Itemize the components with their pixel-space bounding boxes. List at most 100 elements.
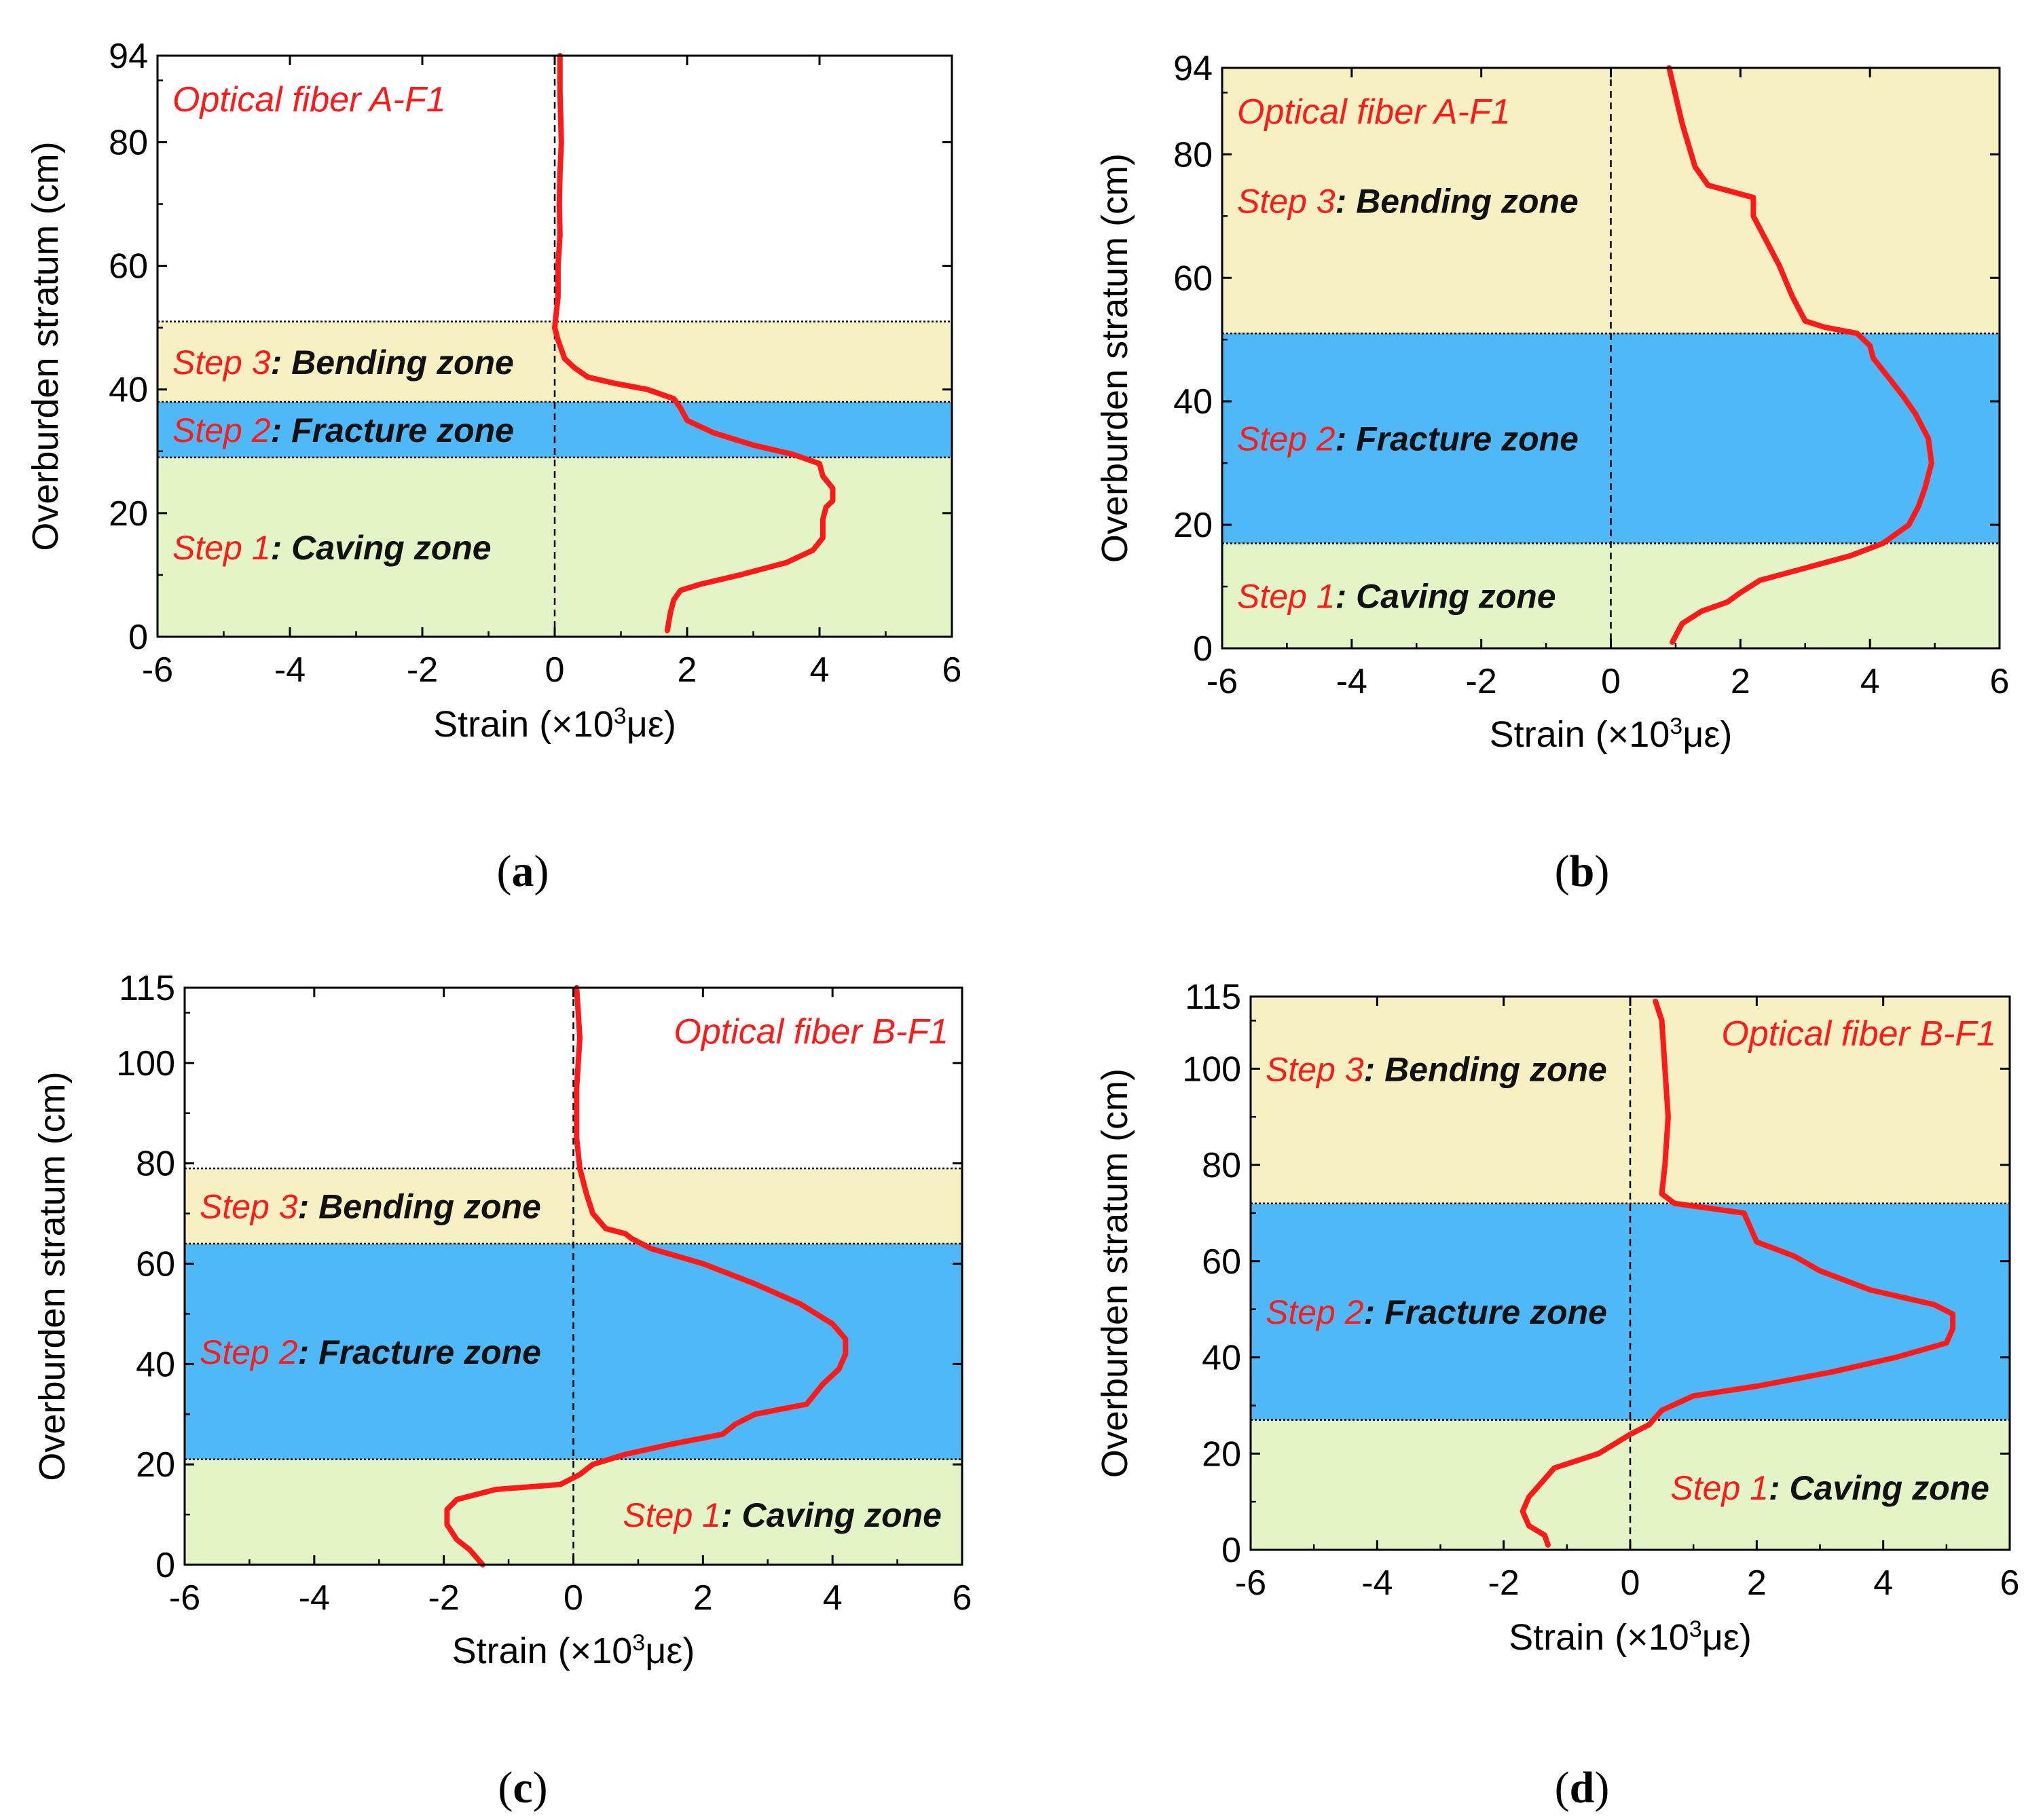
caption-letter: b bbox=[1570, 847, 1595, 896]
zone-name-text: : Fracture zone bbox=[298, 1333, 541, 1371]
x-axis-title-main: Strain (×10 bbox=[452, 1631, 633, 1671]
zone-name-text: : Caving zone bbox=[271, 529, 492, 567]
panel-caption: (c) bbox=[498, 1763, 547, 1813]
fiber-label: Optical fiber B-F1 bbox=[1721, 1014, 1996, 1054]
y-tick-label: 60 bbox=[109, 247, 148, 286]
x-tick-label: -2 bbox=[407, 650, 438, 690]
x-axis-title: Strain (×103με) bbox=[1509, 1616, 1752, 1658]
x-axis-title-main: Strain (×10 bbox=[1490, 714, 1670, 755]
x-tick-label: 0 bbox=[545, 650, 565, 690]
fiber-label: Optical fiber B-F1 bbox=[674, 1012, 949, 1052]
x-tick-label: 6 bbox=[1990, 662, 2010, 701]
y-axis-title: Overburden stratum (cm) bbox=[32, 1071, 73, 1481]
caption-paren-open: ( bbox=[1555, 847, 1570, 896]
x-axis-title-unit: με) bbox=[645, 1631, 695, 1671]
x-axis-title: Strain (×103με) bbox=[1490, 713, 1733, 755]
x-tick-label: -4 bbox=[1336, 662, 1367, 701]
x-tick-label: 0 bbox=[1601, 662, 1621, 701]
caption-paren-close: ) bbox=[1594, 847, 1609, 896]
x-axis-title: Strain (×103με) bbox=[452, 1630, 695, 1671]
zone-band-caving bbox=[1222, 543, 2000, 648]
zone-label-fracture: Step 2: Fracture zone bbox=[200, 1333, 541, 1371]
x-tick-label: 4 bbox=[1860, 662, 1880, 701]
x-tick-label: -2 bbox=[428, 1578, 460, 1618]
x-tick-label: 0 bbox=[564, 1578, 583, 1618]
zone-name-text: : Fracture zone bbox=[271, 411, 514, 449]
caption-paren-close: ) bbox=[534, 847, 549, 896]
zone-band-bending bbox=[1251, 997, 2010, 1204]
zone-name-text: : Caving zone bbox=[1336, 578, 1556, 616]
zone-step-text: Step 3 bbox=[1237, 183, 1336, 221]
zone-label-fracture: Step 2: Fracture zone bbox=[1237, 420, 1579, 458]
y-tick-label: 60 bbox=[136, 1245, 175, 1284]
zone-name-text: : Caving zone bbox=[721, 1496, 942, 1534]
y-tick-label: 40 bbox=[1202, 1339, 1241, 1378]
caption-paren-close: ) bbox=[533, 1763, 548, 1813]
y-tick-label: 115 bbox=[1185, 978, 1241, 1017]
zone-name-text: : Bending zone bbox=[1364, 1050, 1607, 1088]
y-tick-label: 0 bbox=[155, 1546, 175, 1585]
x-tick-label: -6 bbox=[142, 650, 173, 690]
x-axis-title: Strain (×103με) bbox=[433, 703, 676, 745]
x-axis-title-unit: με) bbox=[1682, 714, 1732, 755]
x-tick-label: 6 bbox=[953, 1578, 972, 1618]
caption-letter: c bbox=[513, 1763, 532, 1813]
zone-name-text: : Bending zone bbox=[1336, 183, 1579, 221]
x-tick-label: -6 bbox=[1235, 1563, 1266, 1603]
caption-paren-open: ( bbox=[1555, 1763, 1570, 1813]
x-tick-label: -6 bbox=[169, 1578, 200, 1618]
y-tick-label: 80 bbox=[1202, 1146, 1241, 1185]
x-tick-label: -4 bbox=[1361, 1563, 1393, 1603]
y-tick-label: 40 bbox=[136, 1345, 175, 1384]
zone-name-text: : Caving zone bbox=[1769, 1469, 1989, 1507]
zone-step-text: Step 2 bbox=[1237, 420, 1336, 458]
y-tick-label: 40 bbox=[1173, 382, 1213, 422]
y-axis-title: Overburden stratum (cm) bbox=[1094, 153, 1135, 563]
x-axis-title-main: Strain (×10 bbox=[1509, 1617, 1689, 1658]
x-tick-label: 4 bbox=[823, 1578, 843, 1618]
x-axis-title-superscript: 3 bbox=[632, 1630, 645, 1656]
x-axis-title-superscript: 3 bbox=[1689, 1616, 1702, 1642]
y-tick-label: 115 bbox=[119, 969, 175, 1008]
y-tick-label: 0 bbox=[1193, 629, 1213, 669]
x-tick-label: -2 bbox=[1466, 662, 1497, 701]
y-tick-label: 20 bbox=[109, 494, 148, 534]
y-tick-label: 100 bbox=[1182, 1050, 1241, 1089]
zone-label-bending: Step 3: Bending zone bbox=[1266, 1050, 1607, 1088]
y-axis-title: Overburden stratum (cm) bbox=[25, 141, 66, 551]
strain-curve bbox=[1520, 999, 1956, 1548]
x-axis-title-superscript: 3 bbox=[614, 703, 627, 729]
y-tick-label: 20 bbox=[1202, 1434, 1241, 1474]
caption-paren-open: ( bbox=[497, 847, 512, 896]
zone-label-caving: Step 1: Caving zone bbox=[172, 529, 492, 567]
x-tick-label: 6 bbox=[2000, 1563, 2020, 1603]
y-tick-label: 0 bbox=[1221, 1531, 1241, 1570]
x-axis-title-unit: με) bbox=[1702, 1617, 1752, 1658]
y-tick-label: 94 bbox=[1173, 49, 1213, 88]
zone-step-text: Step 1 bbox=[623, 1496, 721, 1534]
y-tick-label: 100 bbox=[116, 1044, 175, 1083]
y-tick-label: 40 bbox=[109, 371, 148, 410]
x-tick-label: 2 bbox=[1731, 662, 1750, 701]
y-tick-label: 60 bbox=[1173, 259, 1213, 298]
zone-step-text: Step 1 bbox=[172, 529, 271, 567]
x-tick-label: -2 bbox=[1488, 1563, 1520, 1603]
x-axis-title-unit: με) bbox=[627, 704, 676, 745]
x-tick-label: -4 bbox=[299, 1578, 330, 1618]
zone-label-caving: Step 1: Caving zone bbox=[623, 1496, 942, 1534]
y-tick-label: 80 bbox=[136, 1145, 175, 1184]
zone-name-text: : Bending zone bbox=[271, 343, 514, 382]
x-tick-label: 0 bbox=[1621, 1563, 1640, 1603]
zone-step-text: Step 3 bbox=[200, 1188, 298, 1226]
x-tick-label: 2 bbox=[693, 1578, 713, 1618]
x-tick-label: -6 bbox=[1207, 662, 1238, 701]
x-tick-label: 4 bbox=[1873, 1563, 1893, 1603]
zone-label-fracture: Step 2: Fracture zone bbox=[1266, 1293, 1607, 1331]
caption-paren-open: ( bbox=[498, 1763, 513, 1813]
zone-label-caving: Step 1: Caving zone bbox=[1237, 578, 1556, 616]
